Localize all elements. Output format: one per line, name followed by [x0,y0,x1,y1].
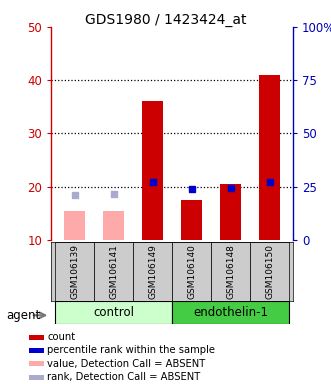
Text: rank, Detection Call = ABSENT: rank, Detection Call = ABSENT [47,372,201,382]
Bar [220,184,241,240]
Bar [55,301,172,324]
Bar [181,200,202,240]
Bar [94,242,133,301]
Bar [172,242,211,301]
Bar [103,211,124,240]
Bar [133,242,172,301]
Text: count: count [47,333,75,343]
Bar [55,242,94,301]
Text: GSM106150: GSM106150 [265,244,274,299]
Text: GSM106149: GSM106149 [148,244,157,299]
Bar [259,75,280,240]
Bar [211,242,250,301]
Bar [29,361,44,366]
Bar [250,242,289,301]
Text: GSM106148: GSM106148 [226,244,235,299]
Bar [29,348,44,353]
Text: GSM106140: GSM106140 [187,244,196,299]
Text: GDS1980 / 1423424_at: GDS1980 / 1423424_at [85,13,246,27]
Bar [142,101,164,240]
Text: control: control [93,306,134,319]
Bar [172,301,289,324]
Text: endothelin-1: endothelin-1 [193,306,268,319]
Text: GSM106139: GSM106139 [70,244,79,299]
Text: value, Detection Call = ABSENT: value, Detection Call = ABSENT [47,359,206,369]
Text: agent: agent [7,309,41,322]
Bar [29,335,44,340]
Bar [29,375,44,380]
Text: GSM106141: GSM106141 [109,244,118,299]
Text: percentile rank within the sample: percentile rank within the sample [47,346,215,356]
Bar [64,211,85,240]
